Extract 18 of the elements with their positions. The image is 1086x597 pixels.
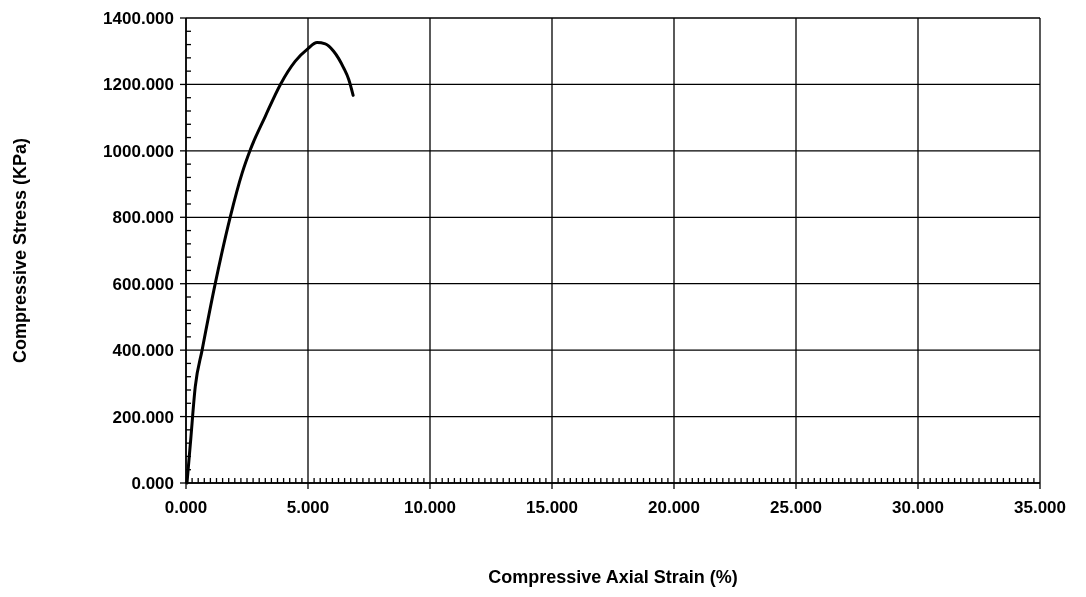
x-tick-label: 30.000	[892, 498, 944, 517]
y-tick-label: 600.000	[112, 274, 174, 294]
x-tick-label: 0.000	[164, 498, 208, 517]
x-tick-label: 25.000	[770, 498, 822, 517]
y-tick-label: 200.000	[112, 407, 174, 427]
y-tick-label: 800.000	[112, 208, 174, 228]
x-tick-label: 20.000	[648, 498, 700, 517]
x-axis-title: Compressive Axial Strain (%)	[488, 567, 738, 587]
x-tick-label: 5.000	[286, 498, 330, 517]
x-tick-label: 35.000	[1014, 498, 1066, 517]
y-tick-label: 1400.000	[103, 8, 174, 28]
y-tick-label: 400.000	[112, 341, 174, 361]
y-tick-label: 0.000	[131, 473, 174, 493]
y-tick-label: 1200.000	[103, 75, 174, 95]
y-axis-title: Compressive Stress (KPa)	[10, 137, 30, 364]
x-tick-label: 10.000	[404, 498, 456, 517]
x-tick-label: 15.000	[526, 498, 578, 517]
y-tick-label: 1000.000	[103, 141, 174, 161]
